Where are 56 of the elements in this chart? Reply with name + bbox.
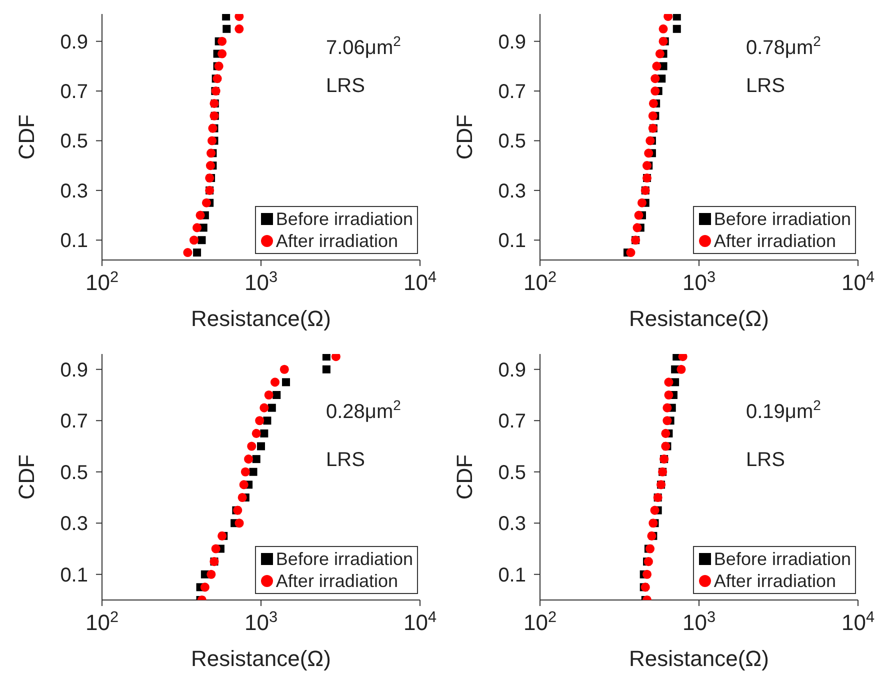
y-tick-label: 0.5 (60, 462, 88, 484)
legend-label: Before irradiation (276, 208, 413, 230)
x-tick-label: 10$^{3}$ (682, 608, 716, 635)
x-axis-title: Resistance(Ω) (191, 646, 331, 671)
x-tick-label: 10$^{3}$ (244, 608, 278, 635)
x-tick-label: 10$^{4}$ (403, 608, 437, 635)
y-tick-label: 0.3 (60, 180, 88, 202)
x-tick-label: 10$^{4}$ (841, 608, 875, 635)
legend-label: After irradiation (714, 230, 836, 252)
y-tick-label: 0.5 (60, 130, 88, 153)
x-tick-label: 10$^{4}$ (403, 268, 437, 295)
y-tick-label: 0.7 (60, 410, 88, 433)
y-tick-label: 0.9 (498, 31, 526, 54)
y-tick-label: 0.3 (498, 180, 526, 202)
y-tick-label: 0.1 (60, 230, 88, 252)
x-tick-label: 10$^{3}$ (682, 268, 716, 295)
x-tick-label: 10$^{2}$ (85, 608, 119, 635)
y-tick-label: 0.9 (60, 359, 88, 382)
y-axis-title: CDF (452, 114, 477, 160)
y-tick-label: 0.5 (498, 130, 526, 153)
legend-label: Before irradiation (276, 548, 413, 570)
x-axis-title: Resistance(Ω) (629, 306, 769, 331)
annotation: LRS (326, 449, 365, 471)
x-axis-title: Resistance(Ω) (191, 306, 331, 331)
annotation: LRS (326, 75, 365, 97)
x-tick-label: 10$^{2}$ (523, 608, 557, 635)
x-tick-label: 10$^{2}$ (85, 268, 119, 295)
y-tick-label: 0.3 (60, 513, 88, 536)
x-axis-title: Resistance(Ω) (629, 646, 769, 671)
y-axis-title: CDF (452, 454, 477, 500)
y-tick-label: 0.5 (498, 462, 526, 484)
y-axis-title: CDF (14, 454, 39, 500)
legend-label: After irradiation (714, 570, 836, 592)
x-tick-label: 10$^{4}$ (841, 268, 875, 295)
legend-label: Before irradiation (714, 548, 851, 570)
legend-label: After irradiation (276, 230, 398, 252)
y-axis-title: CDF (14, 114, 39, 160)
annotation: 0.78μm$^{2}$ (746, 33, 822, 59)
y-tick-label: 0.1 (498, 230, 526, 252)
x-tick-label: 10$^{2}$ (523, 268, 557, 295)
x-tick-label: 10$^{3}$ (244, 268, 278, 295)
y-tick-label: 0.1 (60, 564, 88, 586)
y-tick-label: 0.7 (60, 81, 88, 104)
y-tick-label: 0.1 (498, 564, 526, 586)
y-tick-label: 0.7 (498, 410, 526, 433)
annotation: 0.28μm$^{2}$ (326, 397, 402, 423)
y-tick-label: 0.9 (498, 359, 526, 382)
y-tick-label: 0.9 (60, 31, 88, 54)
y-tick-label: 0.3 (498, 513, 526, 536)
annotation: 0.19μm$^{2}$ (746, 397, 822, 423)
legend-label: After irradiation (276, 570, 398, 592)
annotation: 7.06μm$^{2}$ (326, 33, 402, 59)
annotation: LRS (746, 75, 785, 97)
legend-label: Before irradiation (714, 208, 851, 230)
annotation: LRS (746, 449, 785, 471)
y-tick-label: 0.7 (498, 81, 526, 104)
